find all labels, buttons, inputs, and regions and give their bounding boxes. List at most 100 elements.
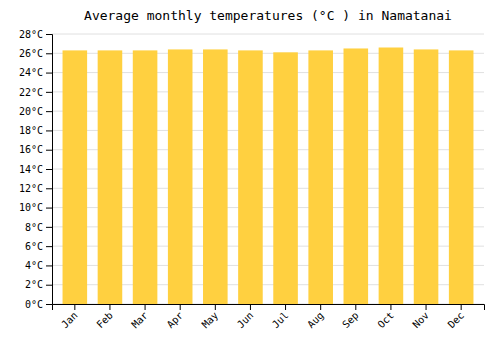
x-tick-label: Mar — [129, 310, 150, 331]
bar — [98, 50, 123, 304]
x-tick-mark — [285, 304, 286, 310]
x-tick-label: Jul — [270, 310, 291, 331]
x-tick-mark — [461, 304, 462, 310]
x-tick-label: Nov — [410, 310, 431, 331]
x-tick: Oct — [375, 304, 396, 330]
y-tick: 12°C — [19, 183, 52, 194]
y-tick-mark — [46, 111, 52, 112]
y-tick-mark — [46, 130, 52, 131]
x-tick-mark — [215, 304, 216, 310]
y-axis: 0°C 2°C 4°C 6°C 8°C 10°C 12°C 14°C 16°C 18°C 20°C 2… — [19, 29, 53, 310]
y-tick: 28°C — [19, 29, 52, 40]
y-tick-mark — [46, 34, 52, 35]
x-tick-mark — [74, 304, 75, 310]
y-tick-mark — [46, 285, 52, 286]
title: Average monthly temperatures (°C ) in Na… — [84, 8, 452, 23]
y-tick: 14°C — [19, 164, 52, 175]
y-tick-label: 4°C — [25, 260, 43, 271]
x-tick-mark — [426, 304, 427, 310]
x-tick: Dec — [446, 304, 467, 330]
y-tick: 0°C — [25, 299, 52, 310]
bar — [344, 48, 369, 304]
x-tick-mark — [145, 304, 146, 310]
bars — [63, 48, 474, 305]
y-tick-label: 18°C — [19, 125, 43, 136]
y-tick-label: 14°C — [19, 164, 43, 175]
y-tick-mark — [46, 169, 52, 170]
x-tick-mark — [355, 304, 356, 310]
bar — [238, 50, 263, 304]
x-tick: Sep — [340, 304, 361, 330]
x-axis: Jan Feb Mar Apr May Jun Jul Aug Sep Oct Nov Dec — [53, 304, 485, 330]
y-tick-label: 12°C — [19, 183, 43, 194]
y-tick-mark — [46, 73, 52, 74]
y-tick-mark — [46, 53, 52, 54]
y-tick-mark — [46, 227, 52, 228]
x-tick: Feb — [94, 304, 115, 330]
x-tick: Jun — [235, 304, 256, 330]
plot: 0°C 2°C 4°C 6°C 8°C 10°C 12°C 14°C 16°C 18°C 20°C 2… — [19, 29, 485, 331]
bar — [168, 49, 193, 304]
x-tick-label: Sep — [340, 310, 361, 331]
x-tick: Jul — [270, 304, 291, 330]
x-tick-label: May — [200, 310, 221, 331]
x-tick-mark — [109, 304, 110, 310]
y-tick: 8°C — [25, 222, 52, 233]
x-tick-mark — [320, 304, 321, 310]
y-tick: 16°C — [19, 144, 52, 155]
bar — [203, 49, 228, 304]
y-tick-mark — [46, 150, 52, 151]
x-tick-mark — [180, 304, 181, 310]
y-tick: 2°C — [25, 279, 52, 290]
y-tick-label: 6°C — [25, 241, 43, 252]
x-tick-label: Apr — [165, 310, 186, 331]
y-tick-label: 16°C — [19, 144, 43, 155]
y-tick-label: 10°C — [19, 202, 43, 213]
bar — [379, 48, 404, 305]
y-tick: 26°C — [19, 48, 52, 59]
bar — [308, 50, 333, 304]
y-tick-label: 28°C — [19, 29, 43, 40]
x-tick-label: Dec — [446, 310, 467, 331]
grid-line — [52, 34, 484, 35]
y-tick-mark — [46, 246, 52, 247]
x-tick: Mar — [129, 304, 150, 330]
bar — [63, 50, 88, 304]
y-tick-mark — [46, 265, 52, 266]
y-axis-line — [46, 35, 53, 305]
chart: 0°C 2°C 4°C 6°C 8°C 10°C 12°C 14°C 16°C 18°C 20°C 2… — [0, 0, 500, 350]
grid — [52, 34, 484, 304]
y-tick-mark — [46, 304, 52, 305]
x-axis-line — [53, 305, 485, 311]
y-tick-label: 24°C — [19, 67, 43, 78]
x-tick: Aug — [305, 304, 326, 330]
x-tick-label: Oct — [375, 310, 396, 331]
y-tick: 24°C — [19, 67, 52, 78]
bar — [449, 50, 474, 304]
y-tick-label: 8°C — [25, 222, 43, 233]
x-tick-label: Jun — [235, 310, 256, 331]
x-tick: May — [200, 304, 221, 330]
y-tick-mark — [46, 92, 52, 93]
y-tick: 20°C — [19, 106, 52, 117]
x-tick-mark — [250, 304, 251, 310]
x-tick: Nov — [410, 304, 431, 330]
y-tick-label: 22°C — [19, 87, 43, 98]
y-tick-label: 26°C — [19, 48, 43, 59]
y-tick-label: 20°C — [19, 106, 43, 117]
x-tick-label: Feb — [94, 310, 115, 331]
x-tick-label: Jan — [59, 310, 80, 331]
y-tick: 10°C — [19, 202, 52, 213]
bar — [273, 52, 298, 304]
x-tick-label: Aug — [305, 310, 326, 331]
bar — [414, 49, 439, 304]
x-tick-mark — [390, 304, 391, 310]
bar — [133, 50, 158, 304]
x-tick: Jan — [59, 304, 80, 330]
y-tick-label: 0°C — [25, 299, 43, 310]
y-tick-mark — [46, 208, 52, 209]
y-tick-label: 2°C — [25, 279, 43, 290]
y-tick: 4°C — [25, 260, 52, 271]
x-tick: Apr — [165, 304, 186, 330]
y-tick: 18°C — [19, 125, 52, 136]
